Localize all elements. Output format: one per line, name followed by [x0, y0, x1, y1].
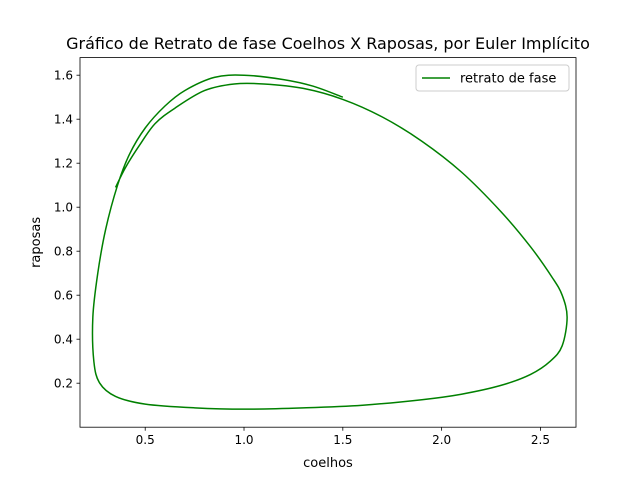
legend-label: retrato de fase: [460, 72, 556, 87]
y-axis-ticks: 0.2 0.4 0.6 0.8 1.0 1.2 1.4 1.6: [54, 69, 80, 391]
legend-box: [415, 64, 570, 92]
y-axis-label: raposas: [29, 217, 44, 268]
series-line-retrato-de-fase: [91, 74, 568, 410]
legend: retrato de fase: [415, 64, 570, 92]
x-tick-label: 0.5: [136, 433, 155, 447]
y-tick-label: 0.6: [54, 289, 73, 303]
chart-title: Gráfico de Retrato de fase Coelhos X Rap…: [66, 34, 590, 53]
y-tick-label: 1.6: [54, 69, 73, 83]
x-tick-label: 2.0: [432, 433, 451, 447]
x-tick-label: 1.5: [333, 433, 352, 447]
x-axis-ticks: 0.5 1.0 1.5 2.0 2.5: [136, 427, 550, 447]
y-tick-label: 0.2: [54, 377, 73, 391]
x-tick-label: 2.5: [531, 433, 550, 447]
x-axis-label: coelhos: [303, 456, 353, 471]
y-tick-label: 0.4: [54, 333, 73, 347]
plot-area: [80, 57, 576, 428]
y-tick-label: 0.8: [54, 245, 73, 259]
plot-frame: [79, 57, 577, 428]
y-tick-label: 1.4: [54, 113, 73, 127]
y-tick-label: 1.0: [54, 201, 73, 215]
x-tick-label: 1.0: [234, 433, 253, 447]
y-tick-label: 1.2: [54, 157, 73, 171]
